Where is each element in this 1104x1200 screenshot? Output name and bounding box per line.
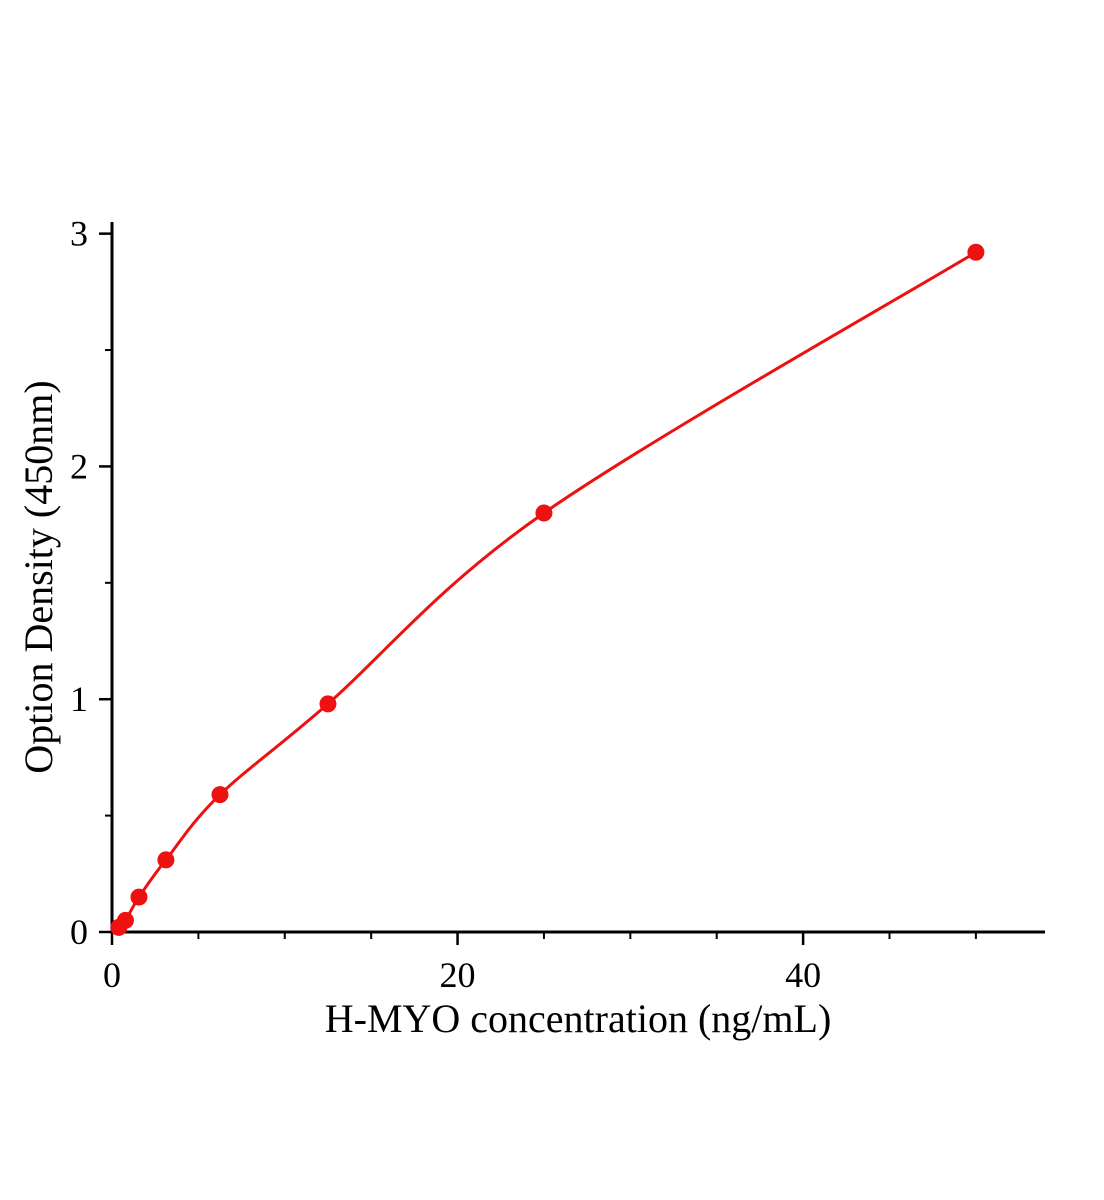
y-tick-label: 1: [70, 679, 88, 719]
y-tick-label: 2: [70, 446, 88, 486]
data-point: [319, 695, 337, 713]
fit-curve: [117, 250, 978, 929]
data-point: [116, 911, 134, 929]
plot-layer: 0 20 40 0 1 2 3: [70, 214, 1045, 995]
data-point: [967, 243, 985, 261]
y-tick-label: 0: [70, 912, 88, 952]
data-point: [535, 504, 553, 522]
x-tick-label: 20: [440, 955, 476, 995]
x-tick-label: 40: [785, 955, 821, 995]
y-tick-label: 3: [70, 214, 88, 254]
data-point: [211, 786, 229, 804]
x-tick-label: 0: [103, 955, 121, 995]
y-axis-title: Option Density (450nm): [16, 380, 61, 773]
data-point: [130, 888, 148, 906]
x-axis-title: H-MYO concentration (ng/mL): [325, 996, 832, 1041]
data-point: [157, 851, 175, 869]
